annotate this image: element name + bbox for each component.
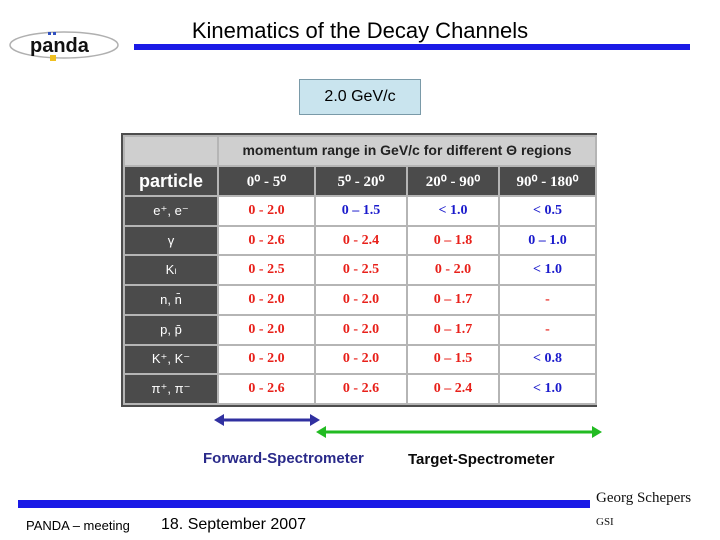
value-cell: < 0.5 — [498, 195, 597, 227]
theta-range-header: 5⁰ - 20⁰ — [314, 165, 408, 197]
forward-spectrometer-arrow — [214, 414, 320, 426]
momentum-label: 2.0 GeV/c — [324, 88, 396, 105]
value-cell: < 1.0 — [498, 373, 597, 405]
value-cell: 0 – 1.7 — [406, 284, 500, 316]
kinematics-table-container: momentum range in GeV/c for different Θ … — [121, 133, 597, 407]
value-cell: 0 – 1.5 — [314, 195, 408, 227]
target-spectrometer-label: Target-Spectrometer — [408, 451, 555, 468]
value-cell: 0 - 2.0 — [314, 313, 408, 346]
particle-cell: π⁺, π⁻ — [123, 373, 219, 405]
value-cell: - — [498, 313, 597, 346]
value-cell: 0 – 1.5 — [406, 343, 500, 376]
value-cell: 0 – 1.0 — [498, 224, 597, 257]
value-cell: < 1.0 — [406, 195, 500, 227]
table-row: π⁺, π⁻ 0 - 2.6 0 - 2.6 0 – 2.4 < 1.0 — [123, 373, 597, 405]
momentum-label-box: 2.0 GeV/c — [299, 79, 421, 115]
table-header-row-1: momentum range in GeV/c for different Θ … — [123, 135, 597, 167]
panda-logo: panda — [9, 31, 119, 61]
table-row: K⁺, K⁻ 0 - 2.0 0 - 2.0 0 – 1.5 < 0.8 — [123, 343, 597, 376]
value-cell: - — [498, 284, 597, 316]
header-span-cell: momentum range in GeV/c for different Θ … — [217, 135, 597, 167]
particle-header: particle — [138, 170, 204, 191]
particle-cell: Kₗ — [123, 254, 219, 287]
value-cell: 0 - 2.4 — [314, 224, 408, 257]
value-cell: 0 – 2.4 — [406, 373, 500, 405]
table-row: e⁺, e⁻ 0 - 2.0 0 – 1.5 < 1.0 < 0.5 — [123, 195, 597, 227]
value-cell: 0 - 2.0 — [406, 254, 500, 287]
value-cell: 0 - 2.5 — [314, 254, 408, 287]
particle-cell: K⁺, K⁻ — [123, 343, 219, 376]
value-cell: 0 - 2.6 — [217, 373, 316, 405]
theta-range-header: 0⁰ - 5⁰ — [217, 165, 316, 197]
theta-range-header: 20⁰ - 90⁰ — [406, 165, 500, 197]
particle-header-cell: particle — [123, 165, 219, 197]
value-cell: < 0.8 — [498, 343, 597, 376]
value-cell: 0 - 2.5 — [217, 254, 316, 287]
forward-spectrometer-label: Forward-Spectrometer — [203, 450, 364, 467]
table-header-row-2: particle 0⁰ - 5⁰ 5⁰ - 20⁰ 20⁰ - 90⁰ 90⁰ … — [123, 165, 597, 197]
particle-cell: e⁺, e⁻ — [123, 195, 219, 227]
value-cell: 0 – 1.8 — [406, 224, 500, 257]
footer-bar — [18, 500, 590, 508]
table-row: p, p̄ 0 - 2.0 0 - 2.0 0 – 1.7 - — [123, 313, 597, 346]
particle-cell: γ — [123, 224, 219, 257]
author-name: Georg Schepers — [596, 490, 692, 506]
theta-range-header: 90⁰ - 180⁰ — [498, 165, 597, 197]
value-cell: 0 - 2.0 — [217, 284, 316, 316]
table-row: Kₗ 0 - 2.5 0 - 2.5 0 - 2.0 < 1.0 — [123, 254, 597, 287]
particle-cell: p, p̄ — [123, 313, 219, 346]
value-cell: 0 - 2.0 — [314, 284, 408, 316]
institute-name: GSI — [596, 516, 614, 528]
table-row: n, n̄ 0 - 2.0 0 - 2.0 0 – 1.7 - — [123, 284, 597, 316]
value-cell: 0 - 2.0 — [217, 343, 316, 376]
title-underline-bar — [134, 44, 690, 50]
kinematics-table: momentum range in GeV/c for different Θ … — [123, 135, 597, 405]
header-corner-cell — [123, 135, 219, 167]
value-cell: < 1.0 — [498, 254, 597, 287]
meeting-label: PANDA – meeting — [26, 518, 130, 533]
value-cell: 0 - 2.6 — [217, 224, 316, 257]
meeting-date: 18. September 2007 — [161, 516, 306, 533]
value-cell: 0 - 2.0 — [217, 195, 316, 227]
value-cell: 0 - 2.6 — [314, 373, 408, 405]
table-row: γ 0 - 2.6 0 - 2.4 0 – 1.8 0 – 1.0 — [123, 224, 597, 257]
value-cell: 0 - 2.0 — [314, 343, 408, 376]
value-cell: 0 – 1.7 — [406, 313, 500, 346]
logo-text: panda — [30, 35, 90, 57]
value-cell: 0 - 2.0 — [217, 313, 316, 346]
momentum-range-header: momentum range in GeV/c for different Θ … — [242, 142, 572, 158]
slide-title: Kinematics of the Decay Channels — [191, 18, 529, 43]
particle-cell: n, n̄ — [123, 284, 219, 316]
target-spectrometer-arrow — [316, 426, 602, 438]
